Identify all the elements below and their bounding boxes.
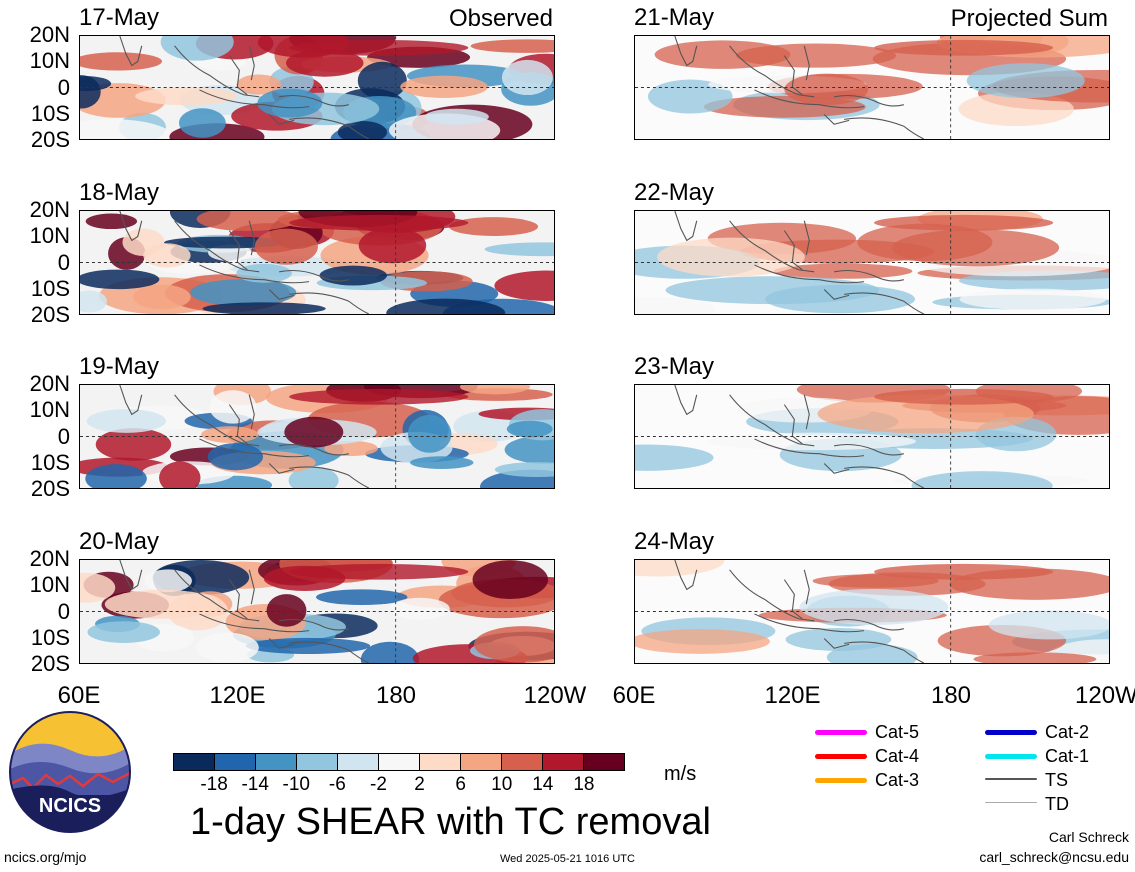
- map-panel-3: [79, 210, 555, 315]
- colorbar-label: 2: [414, 774, 425, 795]
- colorbar-swatch: [297, 754, 338, 770]
- ncics-logo: NCICS: [9, 711, 131, 833]
- footer-timestamp: Wed 2025-05-21 1016 UTC: [500, 853, 635, 865]
- legend-line: [985, 802, 1037, 803]
- shear-field-map: [80, 36, 554, 139]
- map-panel-6: [634, 384, 1110, 489]
- lat-label: 10S: [30, 624, 70, 650]
- legend-label: TS: [1045, 770, 1069, 790]
- lat-label: 20N: [29, 197, 70, 222]
- map-panel-5: [79, 384, 555, 489]
- legend-line: [815, 730, 867, 735]
- map-panel-8: [634, 559, 1110, 664]
- panel-date: 19-May: [79, 353, 160, 380]
- lat-label: 20S: [30, 651, 70, 676]
- panel-date: 24-May: [634, 528, 715, 555]
- shear-field-map: [635, 385, 1109, 488]
- lat-label: 10N: [29, 48, 70, 74]
- lon-label: 120W: [523, 682, 587, 709]
- lon-label: 120W: [1075, 682, 1135, 709]
- panel-tag: Observed: [448, 5, 553, 32]
- colorbar-swatch: [379, 754, 420, 770]
- lat-label: 10N: [29, 397, 70, 423]
- logo-text: NCICS: [39, 795, 101, 817]
- colorbar-label: -14: [241, 774, 269, 795]
- shear-field-map: [635, 36, 1109, 139]
- lon-label: 180: [375, 682, 417, 709]
- legend-line: [985, 778, 1037, 780]
- colorbar-swatch: [502, 754, 543, 770]
- shear-field-map: [80, 560, 554, 663]
- panel-date: 20-May: [79, 528, 160, 555]
- lon-label: 60E: [57, 682, 101, 709]
- colorbar-units: m/s: [664, 763, 697, 785]
- lat-label: 20S: [30, 127, 70, 152]
- lat-label: 10S: [30, 275, 70, 301]
- panel-date: 22-May: [634, 179, 715, 206]
- figure-title: 1-day SHEAR with TC removal: [190, 801, 711, 843]
- legend-label: TD: [1045, 794, 1069, 814]
- colorbar-label: -6: [328, 774, 346, 795]
- colorbar: [173, 753, 625, 771]
- shear-field-map: [635, 560, 1109, 663]
- lon-label: 60E: [612, 682, 656, 709]
- panel-date: 23-May: [634, 353, 715, 380]
- legend-label: Cat-4: [875, 746, 920, 766]
- panel-tag: Projected Sum: [950, 5, 1108, 32]
- footer-email: carl_schreck@ncsu.edu: [979, 849, 1129, 865]
- lat-label: 10N: [29, 572, 70, 598]
- colorbar-swatch: [338, 754, 379, 770]
- colorbar-swatch: [584, 754, 624, 770]
- colorbar-label: -10: [282, 774, 310, 795]
- lat-label: 0: [57, 249, 70, 275]
- lat-label: 10S: [30, 100, 70, 126]
- map-panel-7: [79, 559, 555, 664]
- footer-url: ncics.org/mjo: [4, 849, 87, 865]
- legend-line: [815, 778, 867, 783]
- colorbar-label: -18: [200, 774, 228, 795]
- map-panel-1: [79, 35, 555, 140]
- colorbar-label: 10: [491, 774, 513, 795]
- lat-label: 20N: [29, 22, 70, 47]
- lat-label: 10N: [29, 223, 70, 249]
- lat-label: 20S: [30, 302, 70, 327]
- colorbar-swatch: [420, 754, 461, 770]
- map-panel-2: [634, 35, 1110, 140]
- colorbar-label: -2: [370, 774, 387, 795]
- legend-label: Cat-5: [875, 722, 920, 742]
- legend-line: [815, 754, 867, 759]
- lon-label: 180: [930, 682, 972, 709]
- footer-author: Carl Schreck: [1048, 829, 1129, 845]
- panel-date: 18-May: [79, 179, 160, 206]
- legend-label: Cat-2: [1045, 722, 1090, 742]
- colorbar-swatch: [461, 754, 502, 770]
- legend-line: [985, 730, 1037, 735]
- lat-label: 10S: [30, 449, 70, 475]
- legend-label: Cat-3: [875, 770, 920, 790]
- colorbar-swatch: [215, 754, 256, 770]
- shear-field-map: [80, 385, 554, 488]
- shear-field-map: [635, 211, 1109, 314]
- lon-label: 120E: [209, 682, 266, 709]
- legend-label: Cat-1: [1045, 746, 1090, 766]
- panel-date: 21-May: [634, 4, 715, 31]
- lat-label: 0: [57, 74, 70, 100]
- lon-label: 120E: [764, 682, 821, 709]
- lat-label: 20N: [29, 546, 70, 571]
- lat-label: 0: [57, 598, 70, 624]
- lat-label: 20S: [30, 476, 70, 501]
- lat-label: 0: [57, 423, 70, 449]
- lat-label: 20N: [29, 371, 70, 396]
- colorbar-label: 6: [455, 774, 466, 795]
- panel-date: 17-May: [79, 4, 160, 31]
- colorbar-swatch: [543, 754, 584, 770]
- colorbar-label: 14: [532, 774, 554, 795]
- shear-field-map: [80, 211, 554, 314]
- map-panel-4: [634, 210, 1110, 315]
- colorbar-swatch: [174, 754, 215, 770]
- colorbar-swatch: [256, 754, 297, 770]
- colorbar-label: 18: [573, 774, 595, 795]
- legend-line: [985, 754, 1037, 759]
